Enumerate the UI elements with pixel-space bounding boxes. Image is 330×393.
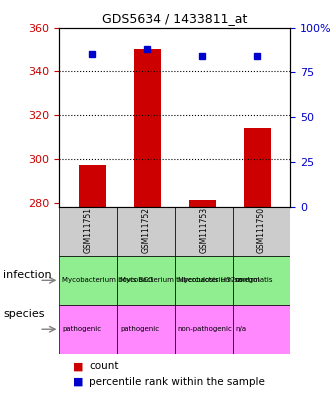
FancyBboxPatch shape <box>59 305 117 354</box>
FancyBboxPatch shape <box>117 207 175 256</box>
FancyBboxPatch shape <box>117 256 175 305</box>
Text: ■: ■ <box>73 377 83 387</box>
Text: species: species <box>3 309 45 320</box>
FancyBboxPatch shape <box>175 305 233 354</box>
Text: GSM111751: GSM111751 <box>84 208 93 253</box>
Bar <box>244 128 271 207</box>
Title: GDS5634 / 1433811_at: GDS5634 / 1433811_at <box>102 12 248 25</box>
FancyBboxPatch shape <box>117 305 175 354</box>
FancyBboxPatch shape <box>59 256 117 305</box>
Text: ■: ■ <box>73 362 83 371</box>
FancyBboxPatch shape <box>175 207 233 256</box>
FancyBboxPatch shape <box>59 207 117 256</box>
Text: count: count <box>89 362 118 371</box>
Text: non-pathogenic: non-pathogenic <box>178 326 233 332</box>
FancyBboxPatch shape <box>233 305 290 354</box>
Bar <box>79 165 106 207</box>
Bar <box>189 200 216 207</box>
FancyBboxPatch shape <box>233 256 290 305</box>
FancyBboxPatch shape <box>233 207 290 256</box>
Text: Mycobacterium bovis BCG: Mycobacterium bovis BCG <box>62 277 154 283</box>
Text: Mycobacterium smegmatis: Mycobacterium smegmatis <box>178 277 272 283</box>
Text: infection: infection <box>3 270 52 280</box>
Text: control: control <box>236 277 260 283</box>
Text: GSM111753: GSM111753 <box>199 207 208 253</box>
Text: percentile rank within the sample: percentile rank within the sample <box>89 377 265 387</box>
Text: n/a: n/a <box>236 326 247 332</box>
Text: pathogenic: pathogenic <box>120 326 159 332</box>
FancyBboxPatch shape <box>175 256 233 305</box>
Text: GSM111752: GSM111752 <box>142 208 150 253</box>
Bar <box>134 50 161 207</box>
Text: Mycobacterium tuberculosis H37ra: Mycobacterium tuberculosis H37ra <box>120 277 242 283</box>
Text: GSM111750: GSM111750 <box>257 207 266 253</box>
Text: pathogenic: pathogenic <box>62 326 101 332</box>
